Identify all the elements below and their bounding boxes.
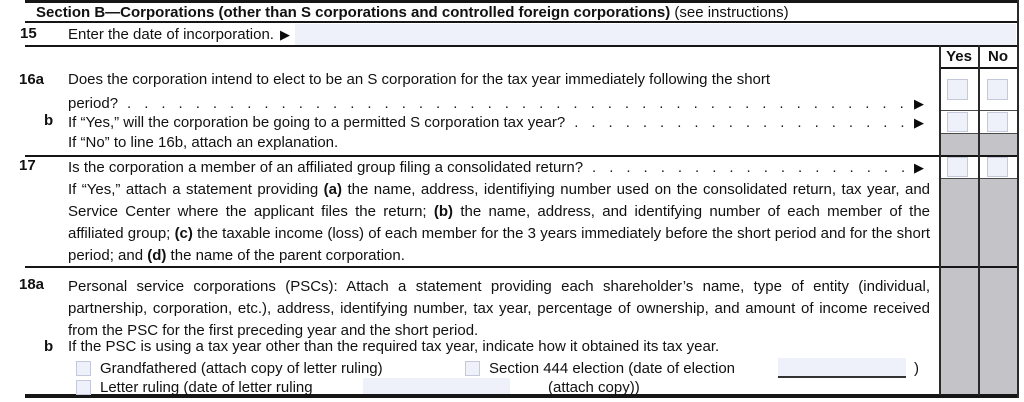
section-title: Section B—Corporations (other than S cor… — [36, 4, 789, 21]
line-18a-text: Personal service corporations (PSCs): At… — [68, 278, 930, 339]
line-16b-question: If “Yes,” will the corporation be going … — [68, 113, 566, 131]
line-17-question-row: Is the corporation a member of an affili… — [68, 157, 924, 177]
section-title-note: (see instructions) — [674, 4, 789, 21]
no-column-header: No — [988, 48, 1008, 65]
section-444-election-checkbox[interactable] — [465, 361, 480, 376]
arrow-right-icon: ▶ — [914, 114, 924, 130]
17-no-checkbox[interactable] — [987, 157, 1008, 177]
line-17-number: 17 — [19, 157, 36, 174]
right-border — [1017, 0, 1019, 398]
line-18b-text: If the PSC is using a tax year other tha… — [68, 338, 720, 355]
line-17-statement: If “Yes,” attach a statement providing (… — [68, 179, 930, 267]
line-18a-number: 18a — [19, 276, 45, 293]
section-444-close-paren: ) — [914, 360, 919, 377]
statement-item-c: (c) — [174, 225, 193, 242]
statement-item-d: (d) — [147, 247, 167, 264]
date-of-letter-ruling-field[interactable] — [363, 378, 510, 394]
attach-copy-label: (attach copy)) — [548, 379, 640, 396]
16a-no-checkbox[interactable] — [987, 79, 1008, 100]
line-16a-number: 16a — [19, 71, 45, 88]
line-16b-number: b — [44, 112, 54, 129]
statement-text: the name, address, and identifying numbe… — [68, 203, 930, 242]
statement-item-a: (a) — [323, 181, 343, 198]
line-15-row: Enter the date of incorporation. ▶ — [68, 24, 1016, 45]
statement-item-b: (b) — [433, 203, 454, 220]
date-of-election-field[interactable] — [778, 358, 906, 378]
line-16b-note: If “No” to line 16b, attach an explanati… — [68, 134, 339, 151]
line-17-question: Is the corporation a member of an affili… — [68, 158, 584, 176]
bottom-border — [25, 394, 1018, 398]
section16-divider — [25, 155, 1018, 157]
letter-ruling-label: Letter ruling (date of letter ruling — [100, 379, 313, 396]
yes-no-divider — [978, 45, 980, 395]
statement-text: If “Yes,” attach a statement providing — [68, 181, 324, 198]
line-16a-text-1: Does the corporation intend to elect to … — [68, 71, 771, 88]
dot-leader: ........................................… — [592, 158, 910, 176]
section-444-election-label: Section 444 election (date of election — [489, 360, 735, 377]
16b-no-checkbox[interactable] — [987, 112, 1008, 132]
16b-yes-checkbox[interactable] — [947, 112, 968, 132]
date-of-incorporation-field[interactable] — [294, 24, 1016, 45]
grandfathered-label: Grandfathered (attach copy of letter rul… — [100, 360, 383, 377]
line-15-label: Enter the date of incorporation. — [68, 26, 274, 43]
dot-leader: ........................................… — [574, 113, 910, 131]
line-18b-number: b — [44, 338, 54, 355]
16a-yes-checkbox[interactable] — [947, 79, 968, 100]
line-15-number: 15 — [20, 25, 37, 42]
statement-text: the name, address, identifiying number u… — [68, 181, 930, 220]
yes-column-left-border — [939, 45, 941, 395]
dot-leader: ........................................… — [127, 94, 910, 112]
section-title-text: Section B—Corporations (other than S cor… — [36, 4, 671, 21]
yes-column-header: Yes — [946, 48, 972, 65]
top-border — [25, 0, 1018, 3]
arrow-right-icon: ▶ — [914, 95, 924, 111]
row15-underline — [25, 45, 1018, 47]
letter-ruling-checkbox[interactable] — [76, 380, 91, 395]
line-16a-text-2-label: period? — [68, 94, 119, 112]
line-16a-text-2: period? ................................… — [68, 93, 924, 113]
arrow-right-icon: ▶ — [914, 159, 924, 175]
section17-divider — [25, 266, 1018, 268]
line-16b-question-row: If “Yes,” will the corporation be going … — [68, 112, 924, 132]
statement-text: the name of the parent corporation. — [166, 247, 405, 264]
17-yes-checkbox[interactable] — [947, 157, 968, 177]
statement-text: the taxable income (loss) of each member… — [68, 225, 931, 264]
arrow-right-icon: ▶ — [279, 27, 290, 42]
header-underline — [25, 21, 1018, 23]
grandfathered-checkbox[interactable] — [76, 361, 91, 376]
